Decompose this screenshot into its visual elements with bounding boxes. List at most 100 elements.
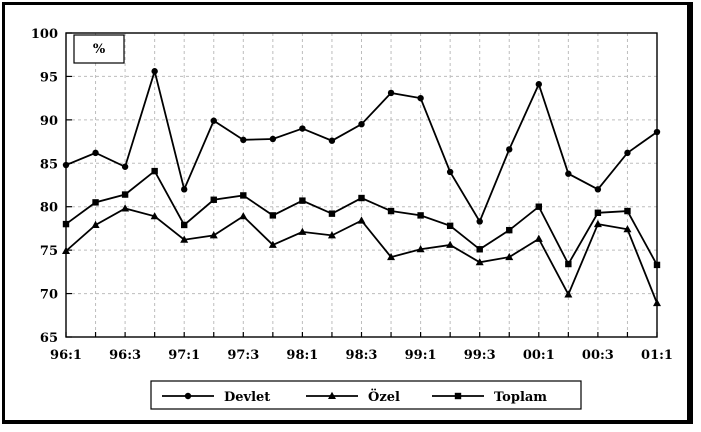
y-tick-label: 80 [40, 201, 58, 216]
data-point [240, 192, 247, 199]
data-point [151, 167, 158, 175]
data-point [387, 89, 395, 97]
data-point [92, 149, 99, 157]
y-tick-label: 70 [40, 288, 58, 303]
data-point [328, 210, 336, 217]
data-point [594, 186, 602, 193]
data-point [209, 231, 218, 239]
data-point [653, 261, 661, 269]
data-point [446, 168, 454, 176]
x-tick-label: 00:1 [523, 348, 555, 363]
data-point [653, 128, 661, 136]
data-point [594, 209, 602, 216]
y-tick-label: 85 [40, 157, 58, 172]
axis-ticks: 65 70 75 80 85 90 95 100 96:1 96:3 97:1 97:3 98:1 98:… [31, 27, 673, 363]
data-point [446, 240, 455, 248]
data-point [92, 199, 99, 206]
data-point [358, 194, 365, 202]
series-devlet [62, 67, 661, 225]
y-tick-label: 95 [40, 70, 58, 85]
data-point [624, 149, 631, 157]
y-tick-label: 100 [31, 27, 58, 42]
x-tick-label: 98:1 [286, 348, 318, 363]
data-point [239, 212, 248, 220]
data-point [653, 298, 661, 307]
legend-swatch-marker [454, 392, 462, 400]
data-point [151, 68, 158, 75]
series-toplam [62, 167, 661, 269]
data-point [624, 207, 631, 215]
data-point [593, 219, 602, 228]
data-point [62, 246, 70, 255]
unit-label-box: % [73, 34, 125, 64]
data-point [476, 218, 483, 225]
data-point [416, 245, 425, 253]
legend-item: Toplam [432, 390, 547, 405]
x-tick-label: 98:3 [346, 348, 378, 363]
data-point [150, 212, 159, 220]
y-tick-label: 75 [40, 244, 58, 259]
data-point [505, 252, 514, 261]
x-tick-label: 99:3 [464, 348, 496, 363]
grid [66, 33, 657, 337]
data-point [417, 212, 424, 219]
legend-item: Özel [306, 388, 400, 405]
legend-label: Özel [368, 388, 400, 405]
data-point [564, 290, 573, 298]
legend-label: Toplam [494, 390, 547, 405]
chart-frame [2, 2, 693, 424]
data-point [506, 146, 513, 153]
data-point [534, 234, 543, 242]
data-point [417, 94, 424, 102]
x-tick-label: 96:3 [109, 348, 141, 363]
data-point [121, 191, 129, 198]
data-point [358, 121, 365, 128]
data-point [357, 216, 366, 224]
data-point [623, 225, 632, 233]
x-tick-label: 97:1 [168, 348, 200, 363]
data-point [121, 204, 130, 212]
data-point [565, 260, 572, 268]
data-point [476, 246, 483, 253]
legend-item: Devlet [162, 390, 270, 405]
data-point [327, 231, 336, 239]
unit-label: % [93, 42, 106, 57]
data-point [269, 212, 277, 219]
data-point [506, 226, 513, 234]
data-point [181, 186, 188, 193]
y-tick-label: 90 [40, 114, 58, 129]
series--zel [62, 204, 661, 307]
series-layer [62, 67, 661, 307]
data-point [121, 163, 129, 170]
data-point [299, 125, 306, 132]
legend-label: Devlet [224, 390, 270, 405]
x-tick-label: 97:3 [227, 348, 259, 363]
data-point [387, 252, 396, 261]
x-tick-label: 96:1 [50, 348, 82, 363]
data-point [299, 197, 306, 204]
x-tick-label: 01:1 [641, 348, 673, 363]
x-tick-label: 99:1 [405, 348, 437, 363]
data-point [328, 137, 336, 144]
data-point [62, 220, 70, 228]
data-point [62, 161, 70, 169]
data-point [387, 207, 395, 215]
data-point [535, 203, 542, 210]
data-point [268, 240, 277, 248]
data-point [565, 170, 572, 177]
data-point [240, 136, 247, 144]
data-point [269, 135, 277, 143]
legend-swatch-marker [184, 392, 192, 400]
data-point [535, 81, 542, 88]
data-point [210, 117, 217, 124]
x-tick-label: 00:3 [582, 348, 614, 363]
data-point [91, 220, 100, 228]
data-point [181, 221, 188, 229]
data-point [475, 258, 484, 266]
data-point [446, 222, 454, 230]
legend-swatch-marker [328, 391, 336, 399]
y-tick-label: 65 [40, 331, 58, 346]
legend: Devlet Özel Toplam [150, 380, 582, 410]
data-point [210, 196, 217, 203]
